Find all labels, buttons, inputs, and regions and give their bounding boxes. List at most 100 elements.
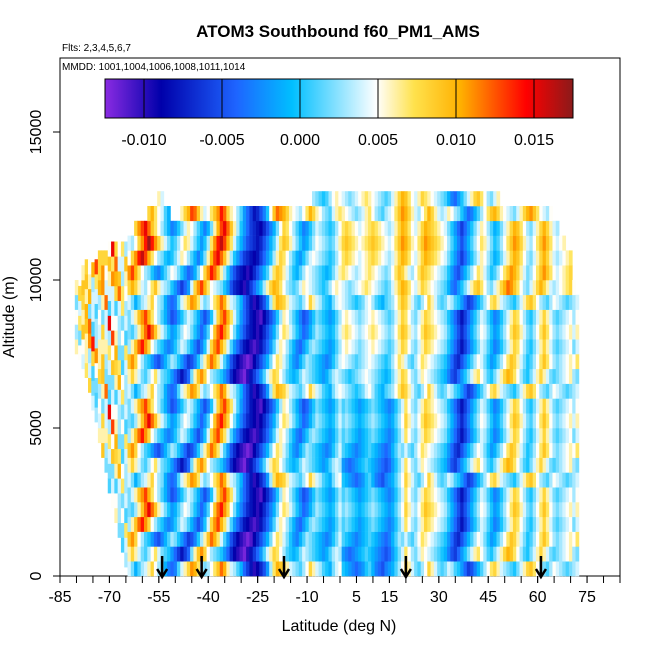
curtain-cell xyxy=(176,309,181,325)
curtain-cell xyxy=(305,206,310,222)
curtain-cell xyxy=(512,487,517,503)
curtain-cell xyxy=(236,250,240,266)
curtain-cell xyxy=(522,368,527,384)
curtain-cell xyxy=(463,235,468,251)
curtain-cell xyxy=(400,442,405,458)
curtain-cell xyxy=(503,220,507,236)
curtain-cell xyxy=(387,368,392,384)
curtain-cell xyxy=(351,383,356,399)
curtain-cell xyxy=(298,413,303,429)
curtain-cell xyxy=(506,294,511,310)
curtain-cell xyxy=(410,294,415,310)
curtain-cell xyxy=(536,309,540,325)
curtain-cell xyxy=(325,191,329,207)
curtain-cell xyxy=(97,354,102,370)
curtain-cell xyxy=(374,235,379,251)
curtain-cell xyxy=(223,383,227,399)
curtain-cell xyxy=(476,294,481,310)
curtain-cell xyxy=(559,398,563,414)
curtain-cell xyxy=(292,354,296,370)
curtain-cell xyxy=(542,235,547,251)
curtain-cell xyxy=(397,502,402,518)
curtain-cell xyxy=(153,472,158,488)
curtain-cell xyxy=(542,354,547,370)
curtain-cell xyxy=(391,398,395,414)
curtain-cell xyxy=(206,516,211,532)
curtain-cell xyxy=(512,383,517,399)
curtain-cell xyxy=(424,457,428,473)
curtain-cell xyxy=(364,413,369,429)
curtain-cell xyxy=(387,339,392,355)
curtain-cell xyxy=(493,220,497,236)
curtain-cell xyxy=(81,354,86,370)
curtain-cell xyxy=(447,561,451,577)
curtain-cell xyxy=(394,413,399,429)
curtain-cell xyxy=(414,250,418,266)
curtain-cell xyxy=(269,265,273,281)
curtain-cell xyxy=(430,531,435,547)
curtain-cell xyxy=(470,546,474,562)
curtain-cell xyxy=(91,262,95,278)
curtain-cell xyxy=(173,428,178,444)
curtain-cell xyxy=(381,309,385,325)
curtain-cell xyxy=(358,294,362,310)
curtain-cell xyxy=(256,531,260,547)
curtain-cell xyxy=(117,389,122,405)
curtain-cell xyxy=(562,487,567,503)
curtain-cell xyxy=(308,206,313,222)
curtain-cell xyxy=(239,280,244,296)
curtain-cell xyxy=(404,383,408,399)
curtain-cell xyxy=(186,546,191,562)
curtain-cell xyxy=(348,398,352,414)
curtain-cell xyxy=(559,383,563,399)
chart-title: ATOM3 Southbound f60_PM1_AMS xyxy=(196,22,480,41)
curtain-cell xyxy=(157,561,161,577)
curtain-cell xyxy=(279,324,283,340)
curtain-cell xyxy=(456,368,461,384)
curtain-cell xyxy=(453,191,458,207)
curtain-cell xyxy=(262,413,267,429)
curtain-cell xyxy=(209,309,214,325)
curtain-cell xyxy=(368,206,372,222)
curtain-cell xyxy=(456,324,461,340)
curtain-cell xyxy=(417,206,422,222)
curtain-cell xyxy=(473,324,478,340)
curtain-cell xyxy=(341,324,346,340)
curtain-cell xyxy=(232,265,237,281)
curtain-cell xyxy=(167,413,171,429)
curtain-cell xyxy=(430,368,435,384)
curtain-cell xyxy=(559,546,563,562)
curtain-cell xyxy=(404,191,408,207)
curtain-cell xyxy=(506,531,511,547)
curtain-cell xyxy=(344,428,349,444)
curtain-cell xyxy=(387,265,392,281)
curtain-cell xyxy=(328,324,333,340)
curtain-cell xyxy=(397,487,402,503)
curtain-cell xyxy=(213,398,217,414)
curtain-cell xyxy=(295,472,300,488)
curtain-cell xyxy=(285,516,290,532)
curtain-cell xyxy=(532,309,537,325)
curtain-cell xyxy=(157,413,161,429)
curtain-cell xyxy=(229,546,234,562)
curtain-cell xyxy=(572,561,576,577)
curtain-cell xyxy=(374,472,379,488)
curtain-cell xyxy=(453,457,458,473)
curtain-cell xyxy=(183,413,188,429)
curtain-cell xyxy=(354,561,359,577)
curtain-cell xyxy=(186,324,191,340)
curtain-cell xyxy=(381,472,385,488)
curtain-cell xyxy=(427,546,431,562)
curtain-cell xyxy=(364,546,369,562)
curtain-cell xyxy=(532,516,537,532)
curtain-cell xyxy=(529,339,534,355)
curtain-cell xyxy=(104,250,109,266)
curtain-cell xyxy=(486,220,491,236)
curtain-cell xyxy=(200,457,204,473)
curtain-cell xyxy=(298,502,303,518)
curtain-cell xyxy=(285,265,290,281)
curtain-cell xyxy=(433,191,438,207)
curtain-cell xyxy=(107,374,112,390)
curtain-cell xyxy=(493,487,497,503)
curtain-cell xyxy=(466,398,471,414)
